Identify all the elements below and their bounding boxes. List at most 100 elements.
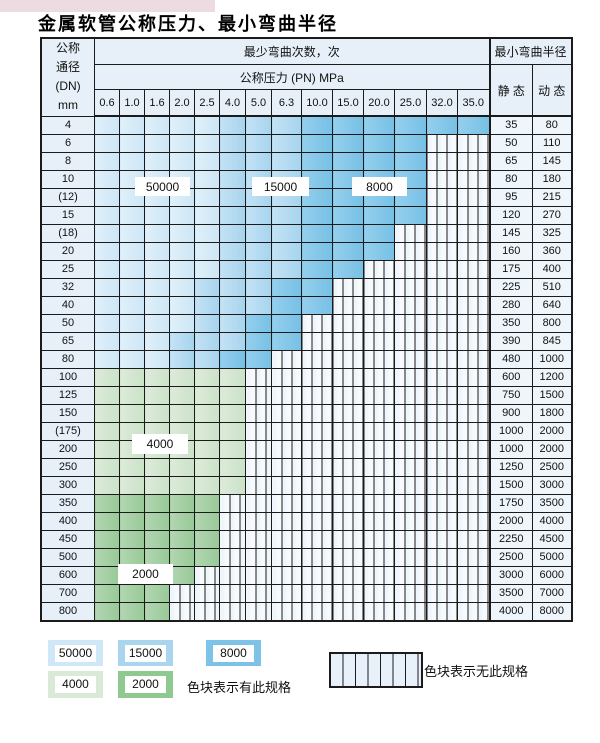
dynamic-radius-cell: 3000 <box>532 476 572 495</box>
spec-cell-50000 <box>119 314 145 333</box>
no-spec-cell <box>457 602 490 622</box>
dynamic-radius-cell: 110 <box>532 134 572 153</box>
no-spec-cell <box>426 584 458 603</box>
no-spec-cell <box>457 458 490 477</box>
no-spec-cell <box>363 548 395 567</box>
dn-cell: 250 <box>40 458 95 477</box>
static-radius-cell: 350 <box>488 314 533 333</box>
dn-cell: (175) <box>40 422 95 441</box>
spec-cell-50000 <box>94 188 120 207</box>
spec-cell-2000 <box>94 512 120 531</box>
no-spec-cell <box>271 404 302 423</box>
no-spec-cell <box>271 386 302 405</box>
no-spec-cell <box>426 134 458 153</box>
spec-cell-50000 <box>144 206 170 225</box>
spec-cell-50000 <box>94 224 120 243</box>
spec-cell-8000 <box>271 278 302 297</box>
spec-cell-50000 <box>119 260 145 279</box>
legend-swatch-8000: 8000 <box>206 640 261 666</box>
no-spec-cell <box>363 476 395 495</box>
no-spec-cell <box>332 296 364 315</box>
spec-cell-50000 <box>169 314 195 333</box>
dynamic-radius-cell: 2000 <box>532 422 572 441</box>
dynamic-radius-cell: 6000 <box>532 566 572 585</box>
no-spec-cell <box>363 278 395 297</box>
region-label-15000: 15000 <box>252 177 309 196</box>
dynamic-radius-cell: 640 <box>532 296 572 315</box>
no-spec-cell <box>194 584 220 603</box>
no-spec-cell <box>394 242 427 261</box>
no-spec-cell <box>271 602 302 622</box>
spec-cell-50000 <box>144 242 170 261</box>
spec-cell-50000 <box>94 296 120 315</box>
no-spec-cell <box>426 206 458 225</box>
no-spec-cell <box>219 584 246 603</box>
spec-cell-8000 <box>394 115 427 135</box>
spec-cell-50000 <box>94 134 120 153</box>
spec-cell-4000 <box>119 404 145 423</box>
table-row: 350 1750 3500 <box>40 494 572 513</box>
static-radius-cell: 1500 <box>488 476 533 495</box>
no-spec-cell <box>363 584 395 603</box>
spec-cell-50000 <box>194 224 220 243</box>
no-spec-cell <box>394 494 427 513</box>
table-row: 15 120 270 <box>40 206 572 225</box>
table-row: 65 390 845 <box>40 332 572 351</box>
no-spec-cell <box>271 548 302 567</box>
legend-swatch-2000: 2000 <box>118 671 173 698</box>
table-row: 32 225 510 <box>40 278 572 297</box>
dynamic-column-header: 动 态 <box>532 64 572 117</box>
spec-cell-15000 <box>245 115 272 135</box>
no-spec-cell <box>271 530 302 549</box>
static-radius-cell: 4000 <box>488 602 533 622</box>
spec-cell-8000 <box>245 332 272 351</box>
spec-cell-15000 <box>271 224 302 243</box>
no-spec-cell <box>426 170 458 189</box>
no-spec-cell <box>457 332 490 351</box>
spec-cell-2000 <box>169 548 195 567</box>
no-spec-cell <box>245 440 272 459</box>
table-row: 150 900 1800 <box>40 404 572 423</box>
no-spec-cell <box>363 512 395 531</box>
dn-cell: 4 <box>40 115 95 135</box>
dynamic-radius-cell: 400 <box>532 260 572 279</box>
spec-cell-2000 <box>194 494 220 513</box>
pn-column-header: 32.0 <box>426 89 458 117</box>
no-spec-cell <box>363 350 395 369</box>
spec-cell-50000 <box>94 152 120 171</box>
spec-cell-2000 <box>169 512 195 531</box>
spec-cell-8000 <box>245 350 272 369</box>
spec-cell-50000 <box>94 260 120 279</box>
region-label-50000: 50000 <box>135 177 190 196</box>
dynamic-radius-cell: 4500 <box>532 530 572 549</box>
no-spec-cell <box>363 566 395 585</box>
no-spec-cell <box>363 296 395 315</box>
spec-cell-50000 <box>94 206 120 225</box>
static-radius-cell: 390 <box>488 332 533 351</box>
no-spec-cell <box>457 476 490 495</box>
no-spec-cell <box>363 494 395 513</box>
spec-cell-50000 <box>144 296 170 315</box>
no-spec-cell <box>457 404 490 423</box>
static-radius-cell: 50 <box>488 134 533 153</box>
spec-cell-15000 <box>271 115 302 135</box>
dynamic-radius-cell: 3500 <box>532 494 572 513</box>
static-radius-cell: 225 <box>488 278 533 297</box>
no-spec-cell <box>457 314 490 333</box>
dn-cell: 32 <box>40 278 95 297</box>
pn-header-row: 0.6 1.0 1.6 2.0 2.5 4.0 5.0 6.3 10.0 15.0 20.0 25.0… <box>41 89 572 117</box>
no-spec-cell <box>271 458 302 477</box>
dynamic-radius-cell: 2500 <box>532 458 572 477</box>
static-radius-cell: 900 <box>488 404 533 423</box>
spec-cell-50000 <box>119 134 145 153</box>
spec-cell-8000 <box>332 152 364 171</box>
dn-cell: 20 <box>40 242 95 261</box>
spec-cell-4000 <box>194 404 220 423</box>
no-spec-cell <box>301 314 333 333</box>
no-spec-cell <box>301 422 333 441</box>
no-spec-cell <box>457 224 490 243</box>
table-row: 700 3500 7000 <box>40 584 572 603</box>
no-spec-cell <box>394 602 427 622</box>
spec-cell-50000 <box>94 170 120 189</box>
dynamic-radius-cell: 270 <box>532 206 572 225</box>
